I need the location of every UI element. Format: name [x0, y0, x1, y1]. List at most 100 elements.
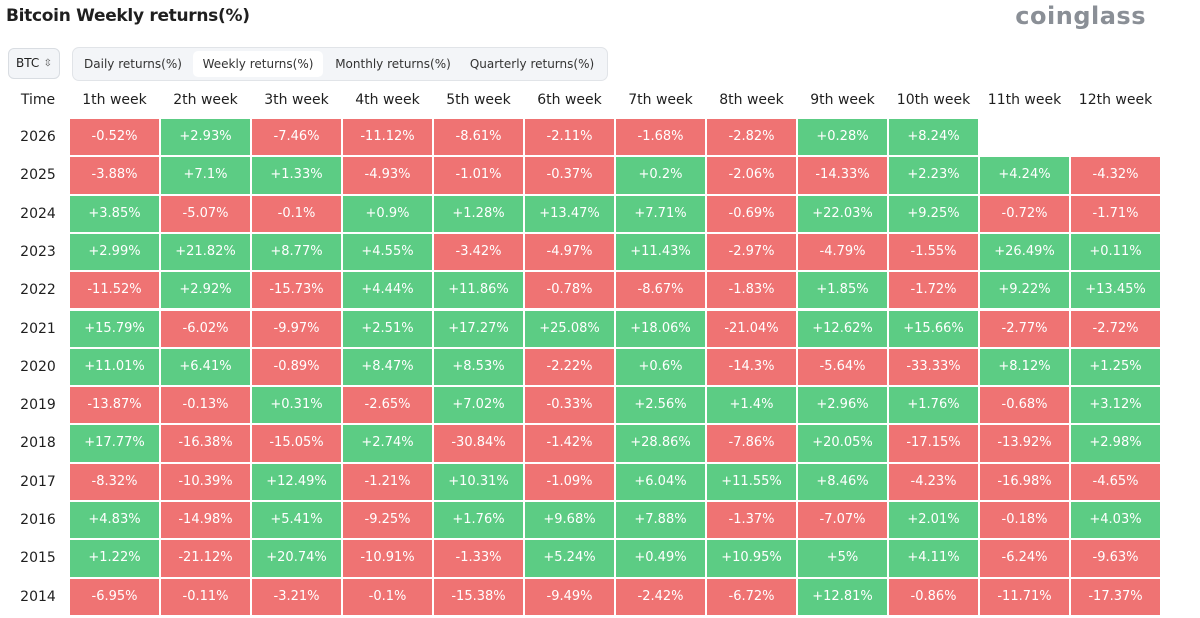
return-cell: -6.24%: [980, 540, 1069, 577]
tab[interactable]: Quarterly returns(%): [469, 57, 595, 71]
year-label: 2026: [20, 129, 56, 145]
return-cell: -7.07%: [798, 502, 887, 539]
return-cell: +7.1%: [161, 157, 250, 194]
return-cell: +1.33%: [252, 157, 341, 194]
return-cell: -0.72%: [980, 195, 1069, 232]
return-cell: -8.32%: [70, 463, 159, 500]
return-cell: -14.33%: [798, 157, 887, 194]
return-cell: +8.47%: [343, 348, 432, 386]
return-cell: +2.23%: [889, 157, 978, 194]
return-cell: -0.13%: [161, 387, 250, 424]
column-header: 6th week: [537, 92, 602, 108]
return-cell: -0.52%: [70, 119, 159, 156]
column-header: 12th week: [1078, 92, 1153, 108]
return-cell: -4.93%: [343, 157, 432, 194]
return-cell: +8.24%: [889, 119, 978, 156]
return-cell: -10.91%: [343, 540, 432, 577]
return-cell: +1.85%: [798, 272, 887, 309]
return-cell: +1.25%: [1071, 348, 1160, 386]
return-cell: -11.71%: [980, 578, 1069, 615]
column-header: 2th week: [173, 92, 238, 108]
return-cell: +4.55%: [343, 233, 432, 271]
return-cell: +11.01%: [70, 348, 159, 386]
return-cell: -2.22%: [525, 348, 614, 386]
return-cell: +0.49%: [616, 540, 705, 577]
year-label: 2020: [20, 358, 56, 375]
return-cell: -14.98%: [161, 502, 250, 539]
return-cell: -5.64%: [798, 348, 887, 386]
return-cell: -1.21%: [343, 463, 432, 500]
return-cell: +10.31%: [434, 463, 523, 500]
return-cell: +8.53%: [434, 348, 523, 386]
return-cell: +13.45%: [1071, 272, 1160, 309]
year-label: 2019: [20, 397, 56, 414]
return-cell: -16.38%: [161, 425, 250, 462]
return-cell: -4.97%: [525, 233, 614, 271]
return-cell: +3.12%: [1071, 387, 1160, 424]
column-header: 7th week: [628, 92, 693, 108]
return-cell: +1.22%: [70, 540, 159, 577]
return-cell: -3.21%: [252, 578, 341, 615]
return-cell: +9.68%: [525, 502, 614, 539]
year-label: 2021: [20, 320, 56, 337]
return-cell: -16.98%: [980, 463, 1069, 500]
return-cell: +4.83%: [70, 502, 159, 539]
asset-select[interactable]: BTC ⇳: [8, 48, 60, 79]
chevron-icon: ⇳: [43, 58, 52, 69]
return-cell: +18.06%: [616, 310, 705, 347]
return-cell: +11.86%: [434, 272, 523, 309]
return-cell: +20.05%: [798, 425, 887, 462]
return-cell: +7.02%: [434, 387, 523, 424]
return-cell: +5%: [798, 540, 887, 577]
return-cell: +26.49%: [980, 233, 1069, 271]
return-cell: -0.89%: [252, 348, 341, 386]
return-cell: -0.68%: [980, 387, 1069, 424]
return-cell: +2.96%: [798, 387, 887, 424]
tab[interactable]: Daily returns(%): [84, 57, 182, 71]
tab[interactable]: Weekly returns(%): [193, 51, 323, 77]
return-cell: -1.09%: [525, 463, 614, 500]
year-label: 2022: [20, 282, 56, 299]
return-cell: +1.76%: [434, 502, 523, 539]
return-cell: +15.79%: [70, 310, 159, 347]
return-cell: +8.77%: [252, 233, 341, 271]
return-cell: +0.9%: [343, 195, 432, 232]
column-header: 1th week: [82, 92, 147, 108]
return-cell: +0.11%: [1071, 233, 1160, 271]
return-cell: -3.88%: [70, 157, 159, 194]
return-cell: +17.77%: [70, 425, 159, 462]
return-cell: +12.49%: [252, 463, 341, 500]
column-header: 3th week: [264, 92, 329, 108]
return-cell: +7.88%: [616, 502, 705, 539]
return-cell: -9.63%: [1071, 540, 1160, 577]
column-header: 9th week: [810, 92, 875, 108]
tab[interactable]: Monthly returns(%): [335, 57, 451, 71]
return-cell: +12.62%: [798, 310, 887, 347]
return-cell: +5.41%: [252, 502, 341, 539]
return-cell: +2.74%: [343, 425, 432, 462]
return-cell: +1.76%: [889, 387, 978, 424]
year-label: 2023: [20, 243, 56, 260]
return-cell: -0.33%: [525, 387, 614, 424]
return-cell: +28.86%: [616, 425, 705, 462]
return-cell: -2.82%: [707, 119, 796, 156]
return-cell: -7.86%: [707, 425, 796, 462]
return-cell: +0.31%: [252, 387, 341, 424]
return-cell: -15.05%: [252, 425, 341, 462]
return-cell: +2.01%: [889, 502, 978, 539]
return-cell: -8.67%: [616, 272, 705, 309]
return-cell: -4.32%: [1071, 157, 1160, 194]
return-cell: +13.47%: [525, 195, 614, 232]
return-cell: +6.41%: [161, 348, 250, 386]
return-cell: -1.83%: [707, 272, 796, 309]
return-cell: -30.84%: [434, 425, 523, 462]
return-cell: +1.4%: [707, 387, 796, 424]
return-cell: +2.92%: [161, 272, 250, 309]
return-cell: +12.81%: [798, 578, 887, 615]
return-cell: +0.6%: [616, 348, 705, 386]
return-cell: -6.02%: [161, 310, 250, 347]
year-label: 2017: [20, 473, 56, 490]
return-cell: +20.74%: [252, 540, 341, 577]
return-cell: +3.85%: [70, 195, 159, 232]
